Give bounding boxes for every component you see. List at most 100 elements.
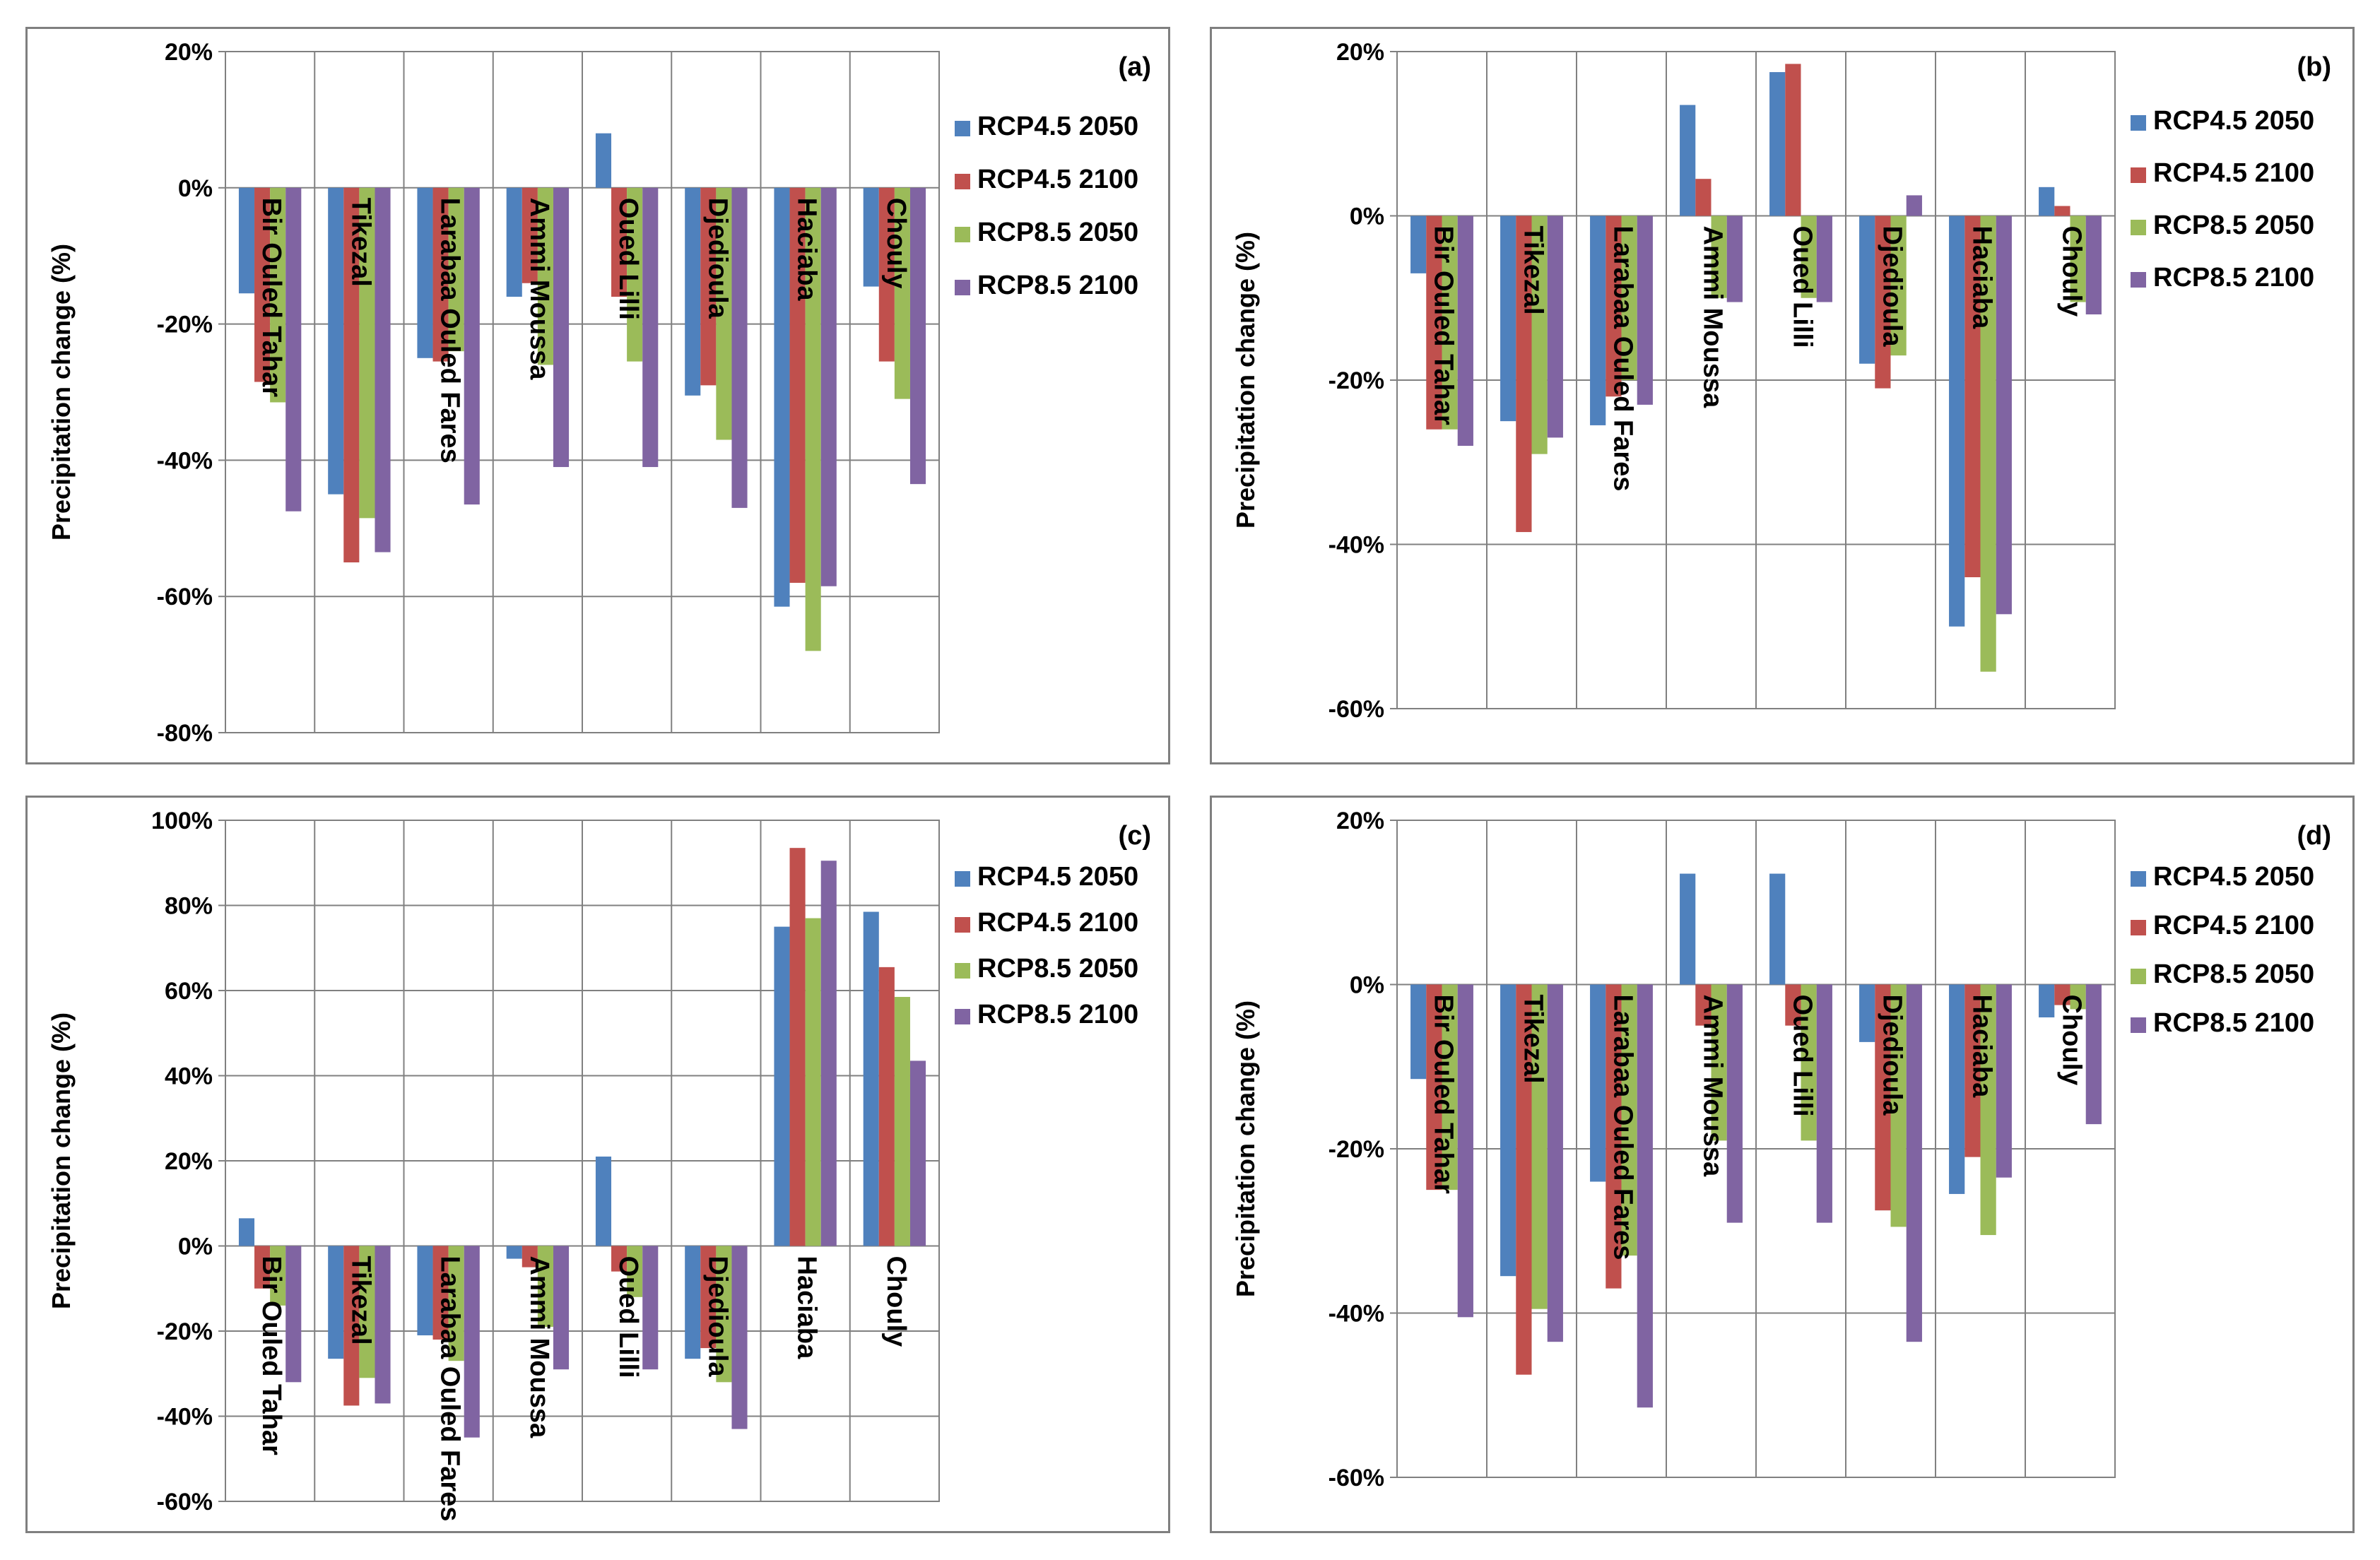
bar (464, 1246, 480, 1438)
category-label: Tikezal (1518, 226, 1548, 315)
bar (1816, 984, 1832, 1223)
legend-label: RCP4.5 2050 (977, 112, 1138, 141)
bar (506, 187, 522, 297)
y-tick-label: -60% (157, 584, 213, 610)
legend-swatch (2131, 115, 2146, 131)
bar (1906, 984, 1922, 1342)
chart-svg: 100% 80% 60% 40% 20% 0% -20% -40% -60% Bir Ouled … (47, 808, 1151, 1522)
category-label: Ammi Moussa (524, 198, 554, 380)
chart-panel-d: 20% 0% -20% -40% -60% Bir Ouled Tahar Tikezal L… (1210, 796, 2355, 1533)
chart-svg: 20% 0% -20% -40% -60% -80% Bir Ouled Tahar Tike… (47, 39, 1151, 747)
bar (1726, 984, 1743, 1223)
category-label: Ammi Moussa (1697, 995, 1727, 1177)
chart-svg: 20% 0% -20% -40% -60% Bir Ouled Tahar Tikezal L… (1231, 39, 2331, 723)
y-tick-label: -40% (1329, 532, 1384, 559)
legend-label: RCP8.5 2050 (977, 218, 1138, 247)
category-label: Chouly (2056, 226, 2086, 317)
bar (1547, 215, 1563, 438)
bar (1890, 215, 1907, 356)
legend-label: RCP8.5 2050 (977, 954, 1138, 983)
legend-label: RCP8.5 2100 (2153, 263, 2314, 292)
bar (375, 1246, 391, 1404)
category-label: Haciaba (1967, 226, 1996, 330)
legend-label: RCP8.5 2050 (2153, 211, 2314, 240)
y-tick-label: -80% (157, 720, 213, 747)
bar (285, 1246, 302, 1383)
category-label: Haciaba (792, 198, 822, 302)
bar (595, 1156, 612, 1246)
y-tick-label: -20% (1329, 367, 1384, 394)
bar (700, 187, 717, 386)
bar (1695, 179, 1712, 216)
category-label: Tikezal (1518, 995, 1548, 1084)
bar (448, 1246, 464, 1361)
bar (2070, 984, 2086, 1010)
bar (238, 187, 255, 294)
bar (1711, 984, 1727, 1141)
bar (1906, 195, 1922, 216)
bar (1769, 873, 1786, 985)
y-tick-label: -60% (1329, 1465, 1384, 1491)
bar (1680, 105, 1696, 216)
bar (1875, 984, 1891, 1211)
y-tick-label: 20% (165, 1148, 213, 1175)
bar (238, 1218, 255, 1246)
bar (894, 997, 910, 1246)
y-axis-label: Precipitation change (%) (47, 1012, 76, 1309)
y-tick-label: 20% (165, 39, 213, 66)
bar (685, 1246, 701, 1359)
bar (820, 861, 837, 1246)
y-axis-label: Precipitation change (%) (1231, 232, 1260, 528)
bar (774, 187, 790, 607)
category-label: Chouly (881, 1256, 911, 1347)
bar (254, 1246, 271, 1289)
category-label: Bir Ouled Tahar (257, 1256, 286, 1455)
category-label: Djedioula (702, 198, 732, 319)
y-tick-label: -60% (157, 1489, 213, 1515)
bar (642, 1246, 659, 1370)
legend-swatch (955, 917, 970, 933)
legend-swatch (2131, 969, 2146, 984)
y-tick-label: 60% (165, 978, 213, 1005)
category-label: Bir Ouled Tahar (1428, 226, 1458, 425)
bar (432, 187, 449, 362)
bar (595, 133, 612, 188)
y-tick-label: 0% (178, 175, 213, 202)
y-tick-label: 100% (151, 808, 213, 834)
chart-panel-a: 20% 0% -20% -40% -60% -80% Bir Ouled Tahar Tike… (25, 27, 1170, 764)
legend-swatch (955, 963, 970, 979)
bar (805, 918, 821, 1246)
legend-swatch (2131, 1017, 2146, 1033)
category-label: Djedioula (702, 1256, 732, 1378)
legend-swatch (2131, 220, 2146, 235)
legend-swatch (2131, 272, 2146, 288)
panel-label: (a) (1119, 52, 1151, 82)
bar (1949, 984, 1965, 1194)
category-label: Larabaa Ouled Fares (435, 1256, 465, 1522)
bar (522, 1246, 538, 1268)
bar (878, 967, 895, 1246)
bar (270, 1246, 286, 1306)
legend-swatch (2131, 871, 2146, 887)
legend-label: RCP8.5 2100 (977, 1000, 1138, 1029)
bar (553, 187, 570, 468)
bar (611, 1246, 628, 1272)
legend-swatch (2131, 167, 2146, 183)
bar (1785, 64, 1801, 216)
bar (716, 187, 732, 440)
category-label: Ammi Moussa (1697, 226, 1727, 408)
bar (642, 187, 659, 468)
legend-label: RCP4.5 2100 (2153, 911, 2314, 940)
bar (1980, 984, 1996, 1236)
legend-label: RCP8.5 2100 (2153, 1008, 2314, 1038)
bar (1500, 215, 1516, 422)
bar (2085, 984, 2102, 1125)
bar (448, 187, 464, 352)
bar (375, 187, 391, 552)
bar (1442, 215, 1458, 430)
bar (2070, 215, 2086, 302)
bar (909, 1060, 926, 1246)
bar (1816, 215, 1832, 302)
category-label: Larabaa Ouled Fares (1608, 995, 1637, 1260)
category-label: Bir Ouled Tahar (1428, 995, 1458, 1194)
